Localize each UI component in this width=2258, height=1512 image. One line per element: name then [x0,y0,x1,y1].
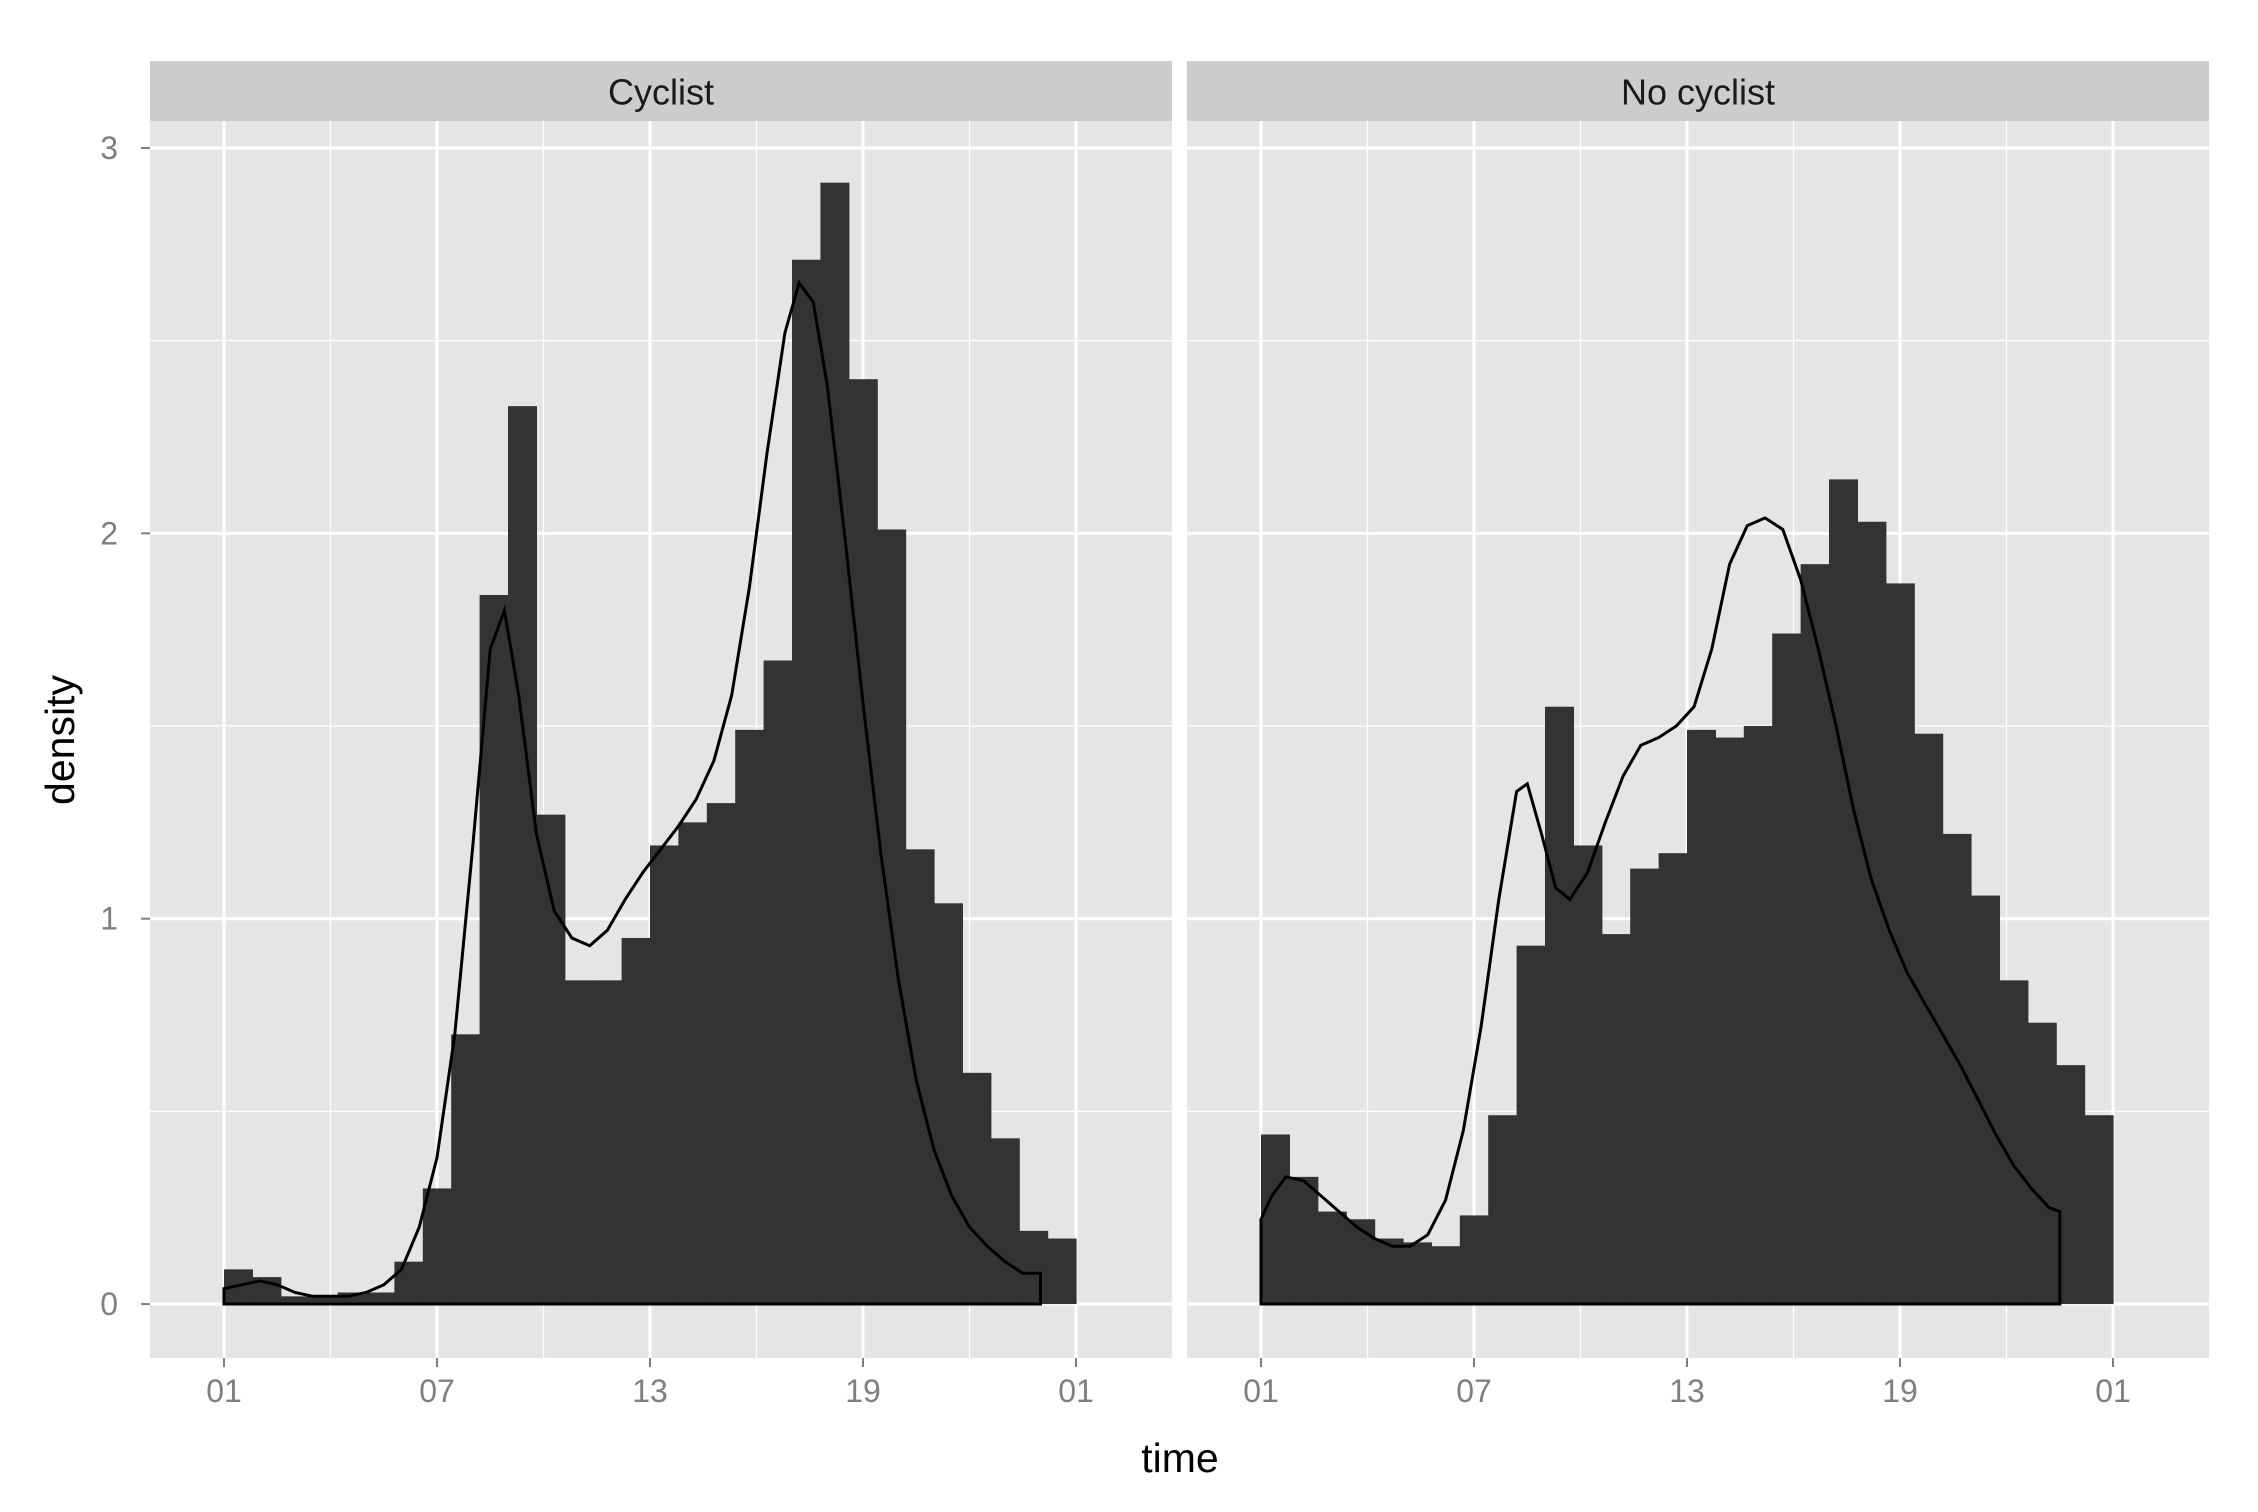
histogram-bar [536,814,566,1305]
x-tick-label: 13 [1669,1373,1705,1409]
panel-no-cyclist: No cyclist 01 07 13 19 01 [1187,61,2209,1409]
x-tick-label: 01 [2095,1373,2131,1409]
histogram-bar [1687,729,1716,1305]
histogram-bar [1800,564,1830,1305]
histogram-bar [1261,1134,1290,1305]
strip-label-no-cyclist: No cyclist [1621,72,1775,113]
histogram-bar [1829,479,1858,1305]
histogram-bar [650,845,679,1305]
histogram-bar [1545,706,1574,1305]
histogram-bar [1630,868,1660,1305]
histogram-bar [990,1138,1020,1305]
y-tick-label: 2 [100,515,118,551]
histogram-bar [934,903,963,1305]
y-axis-ticks: 0 1 2 3 [100,130,150,1322]
density-curve-no-cyclist [1259,516,2062,1306]
histogram-bar [337,1292,367,1305]
histogram-bar [1914,733,1944,1305]
x-ticks-cyclist: 01 07 13 19 01 [206,1358,1094,1409]
histogram-bar [1488,1115,1518,1305]
histogram-bar [621,937,651,1305]
x-tick-label: 13 [632,1373,668,1409]
histogram-bar [1019,1230,1049,1305]
x-tick-label: 07 [419,1373,455,1409]
histogram-bar [1516,945,1546,1305]
bars-no-cyclist [1261,479,2114,1305]
histogram-bar [508,406,537,1305]
strip-bg-no-cyclist [1187,61,2209,121]
histogram-bar [1715,737,1745,1305]
x-tick-label: 01 [1243,1373,1279,1409]
x-tick-label: 19 [1882,1373,1918,1409]
histogram-bar [820,182,850,1305]
histogram-bar [309,1296,339,1305]
histogram-bar [1999,980,2029,1305]
histogram-bar [962,1072,992,1305]
x-tick-label: 19 [845,1373,881,1409]
histogram-bar [1431,1246,1461,1305]
histogram-bar [394,1261,424,1305]
histogram-bar [1601,934,1631,1305]
histogram-bar [2084,1115,2114,1305]
x-tick-label: 01 [206,1373,242,1409]
histogram-bar [1346,1219,1376,1305]
histogram-bar [905,849,935,1305]
y-axis-title: density [37,675,83,805]
histogram-bar [1743,726,1773,1305]
histogram-bar [1047,1238,1077,1305]
y-tick-label: 1 [100,901,118,937]
histogram-bar [1942,833,1972,1305]
strip-label-cyclist: Cyclist [608,72,714,113]
histogram-bar [1403,1242,1432,1305]
histogram-bar [280,1296,310,1305]
histogram-bar [1289,1176,1319,1305]
density-curve-cyclist [222,279,1042,1306]
y-tick-label: 3 [100,130,118,166]
panel-cyclist: Cyclist 01 07 13 19 01 [150,61,1172,1409]
histogram-bar [877,529,907,1305]
histogram-bar [1459,1215,1489,1305]
histogram-bar [792,259,821,1305]
x-axis-title: time [1141,1435,1218,1481]
histogram-bar [1573,845,1603,1305]
histogram-bar [451,1034,481,1305]
histogram-bar [1374,1238,1404,1305]
x-ticks-no-cyclist: 01 07 13 19 01 [1243,1358,2131,1409]
histogram-bar [1772,633,1802,1305]
histogram-bar [593,980,623,1305]
x-tick-label: 07 [1456,1373,1492,1409]
histogram-bar [479,594,509,1305]
histogram-bar [735,729,765,1305]
histogram-bar [1971,895,2000,1305]
strip-bg-cyclist [150,61,1172,121]
histogram-bar [678,822,708,1305]
histogram-bar [706,803,736,1305]
histogram-bar [366,1292,395,1305]
histogram-bar [848,379,878,1305]
histogram-bar [1658,853,1688,1305]
histogram-bar [1885,583,1915,1305]
histogram-bar [564,980,594,1305]
y-tick-label: 0 [100,1286,118,1322]
x-tick-label: 01 [1058,1373,1094,1409]
histogram-bar [763,660,793,1305]
histogram-bar [1317,1211,1347,1305]
histogram-bar [2027,1022,2057,1305]
histogram-bar [422,1188,452,1305]
